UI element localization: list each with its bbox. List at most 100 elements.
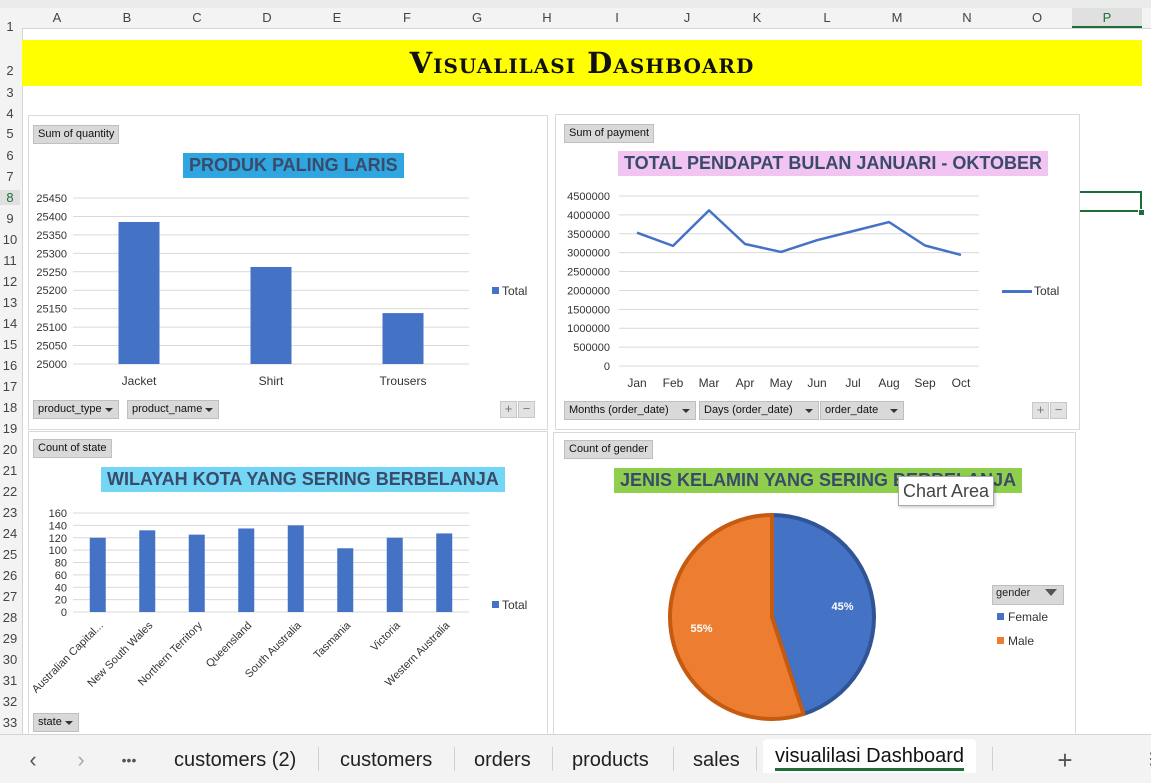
expand-field-button[interactable]: + (500, 401, 517, 418)
row-header-12[interactable]: 12 (2, 274, 18, 289)
column-header-k[interactable]: K (752, 10, 762, 25)
column-header-d[interactable]: D (262, 10, 272, 25)
column-headers: A B C D E F G H I J K L M N O P (0, 8, 1151, 29)
chevron-right-icon[interactable]: › (77, 747, 85, 772)
y-tick-label: 25150 (36, 304, 67, 316)
column-header-h[interactable]: H (542, 10, 552, 25)
row-header-31[interactable]: 31 (2, 673, 18, 688)
value-field-button[interactable]: Count of state (33, 439, 112, 458)
row-header-15[interactable]: 15 (2, 337, 18, 352)
legend-female-label: Female (1008, 610, 1049, 624)
tab-products[interactable]: products (572, 749, 649, 771)
row-header-33[interactable]: 33 (2, 715, 18, 730)
bar (118, 221, 160, 364)
row-header-19[interactable]: 19 (2, 421, 18, 436)
row-header-10[interactable]: 10 (2, 232, 18, 247)
column-header-j[interactable]: J (683, 10, 691, 25)
row-header-20[interactable]: 20 (2, 442, 18, 457)
column-header-a[interactable]: A (52, 10, 62, 25)
column-header-f[interactable]: F (403, 10, 411, 25)
selected-cell[interactable] (1075, 191, 1142, 212)
pie-data-label: 55% (690, 623, 712, 635)
value-field-button[interactable]: Sum of quantity (33, 125, 120, 144)
row-header-11[interactable]: 11 (3, 253, 17, 268)
row-header-14[interactable]: 14 (2, 316, 18, 331)
row-header-29[interactable]: 29 (2, 631, 18, 646)
row-header-24[interactable]: 24 (2, 526, 18, 541)
fill-handle[interactable] (1138, 209, 1145, 216)
y-tick-label: 25400 (36, 211, 67, 223)
filter-product-name[interactable]: product_name (127, 400, 220, 419)
row-header-3[interactable]: 3 (6, 85, 14, 100)
row-header-16[interactable]: 16 (2, 358, 18, 373)
y-tick-label: 25300 (36, 248, 67, 260)
column-header-n[interactable]: N (962, 10, 972, 25)
collapse-field-button[interactable]: − (1050, 402, 1067, 419)
pie-slice-male (668, 513, 806, 721)
chevron-left-icon[interactable]: ‹ (29, 747, 37, 772)
row-header-8[interactable]: 8 (0, 190, 20, 205)
row-header-1[interactable]: 1 (6, 19, 14, 34)
row-header-18[interactable]: 18 (2, 400, 18, 415)
row-header-17[interactable]: 17 (2, 379, 18, 394)
row-header-32[interactable]: 32 (2, 694, 18, 709)
filter-order-date[interactable]: order_date (820, 401, 904, 420)
sheet-tab-bar: ‹ › ••• customers (2) customers orders p… (0, 734, 1151, 783)
filter-state[interactable]: state (33, 713, 79, 732)
column-header-g[interactable]: G (471, 10, 483, 25)
tab-orders[interactable]: orders (474, 749, 531, 771)
dashboard-banner: Visualilasi Dashboard (22, 40, 1142, 86)
tab-customers-2[interactable]: customers (2) (174, 749, 297, 771)
row-header-2[interactable]: 2 (6, 63, 14, 78)
series-line-total (636, 209, 962, 257)
column-header-b[interactable]: B (122, 10, 132, 25)
row-header-22[interactable]: 22 (2, 484, 18, 499)
tab-visualilasi-dashboard[interactable]: visualilasi Dashboard (763, 739, 976, 773)
row-header-30[interactable]: 30 (2, 652, 18, 667)
value-field-button[interactable]: Sum of payment (564, 124, 655, 143)
row-header-7[interactable]: 7 (6, 169, 14, 184)
scroll-more-icon[interactable]: ⋮ (1143, 751, 1151, 768)
row-header-4[interactable]: 4 (6, 106, 14, 121)
x-tick-label: Sep (914, 376, 936, 390)
x-tick-label: Apr (736, 376, 755, 390)
filter-product-type[interactable]: product_type (33, 400, 119, 419)
row-header-13[interactable]: 13 (2, 295, 18, 310)
row-header-5[interactable]: 5 (6, 126, 14, 141)
filter-days[interactable]: Days (order_date) (699, 401, 819, 420)
value-field-button[interactable]: Count of gender (564, 440, 653, 459)
row-header-27[interactable]: 27 (2, 589, 18, 604)
column-header-m[interactable]: M (891, 10, 903, 25)
filter-months[interactable]: Months (order_date) (564, 401, 696, 420)
row-header-9[interactable]: 9 (6, 211, 14, 226)
more-tabs-button[interactable]: ••• (121, 752, 137, 768)
y-tick-label: 2500000 (567, 267, 610, 279)
chart-products-title: PRODUK PALING LARIS (183, 153, 404, 178)
column-header-o[interactable]: O (1031, 10, 1043, 25)
gender-legend-filter[interactable]: gender (992, 585, 1064, 605)
column-header-i[interactable]: I (615, 10, 619, 25)
tab-customers[interactable]: customers (340, 749, 433, 771)
expand-field-button[interactable]: + (1032, 402, 1049, 419)
row-header-6[interactable]: 6 (6, 148, 14, 163)
row-header-23[interactable]: 23 (2, 505, 18, 520)
column-header-l[interactable]: L (823, 10, 831, 25)
row-header-21[interactable]: 21 (2, 463, 18, 478)
tab-separator (673, 747, 674, 771)
bar (436, 533, 453, 612)
bar (139, 530, 156, 612)
row-header-28[interactable]: 28 (2, 610, 18, 625)
y-tick-label: 25200 (36, 285, 67, 297)
row-header-25[interactable]: 25 (2, 547, 18, 562)
column-header-p[interactable]: P (1072, 8, 1142, 28)
y-tick-label: 25050 (36, 341, 67, 353)
tab-sales[interactable]: sales (693, 749, 740, 771)
column-header-c[interactable]: C (192, 10, 202, 25)
y-tick-label: 20 (55, 595, 67, 607)
tab-separator (992, 747, 993, 771)
column-header-e[interactable]: E (332, 10, 342, 25)
collapse-field-button[interactable]: − (518, 401, 535, 418)
filter-funnel-icon (1045, 589, 1057, 596)
row-header-26[interactable]: 26 (2, 568, 18, 583)
add-sheet-button[interactable]: + (1057, 745, 1073, 775)
